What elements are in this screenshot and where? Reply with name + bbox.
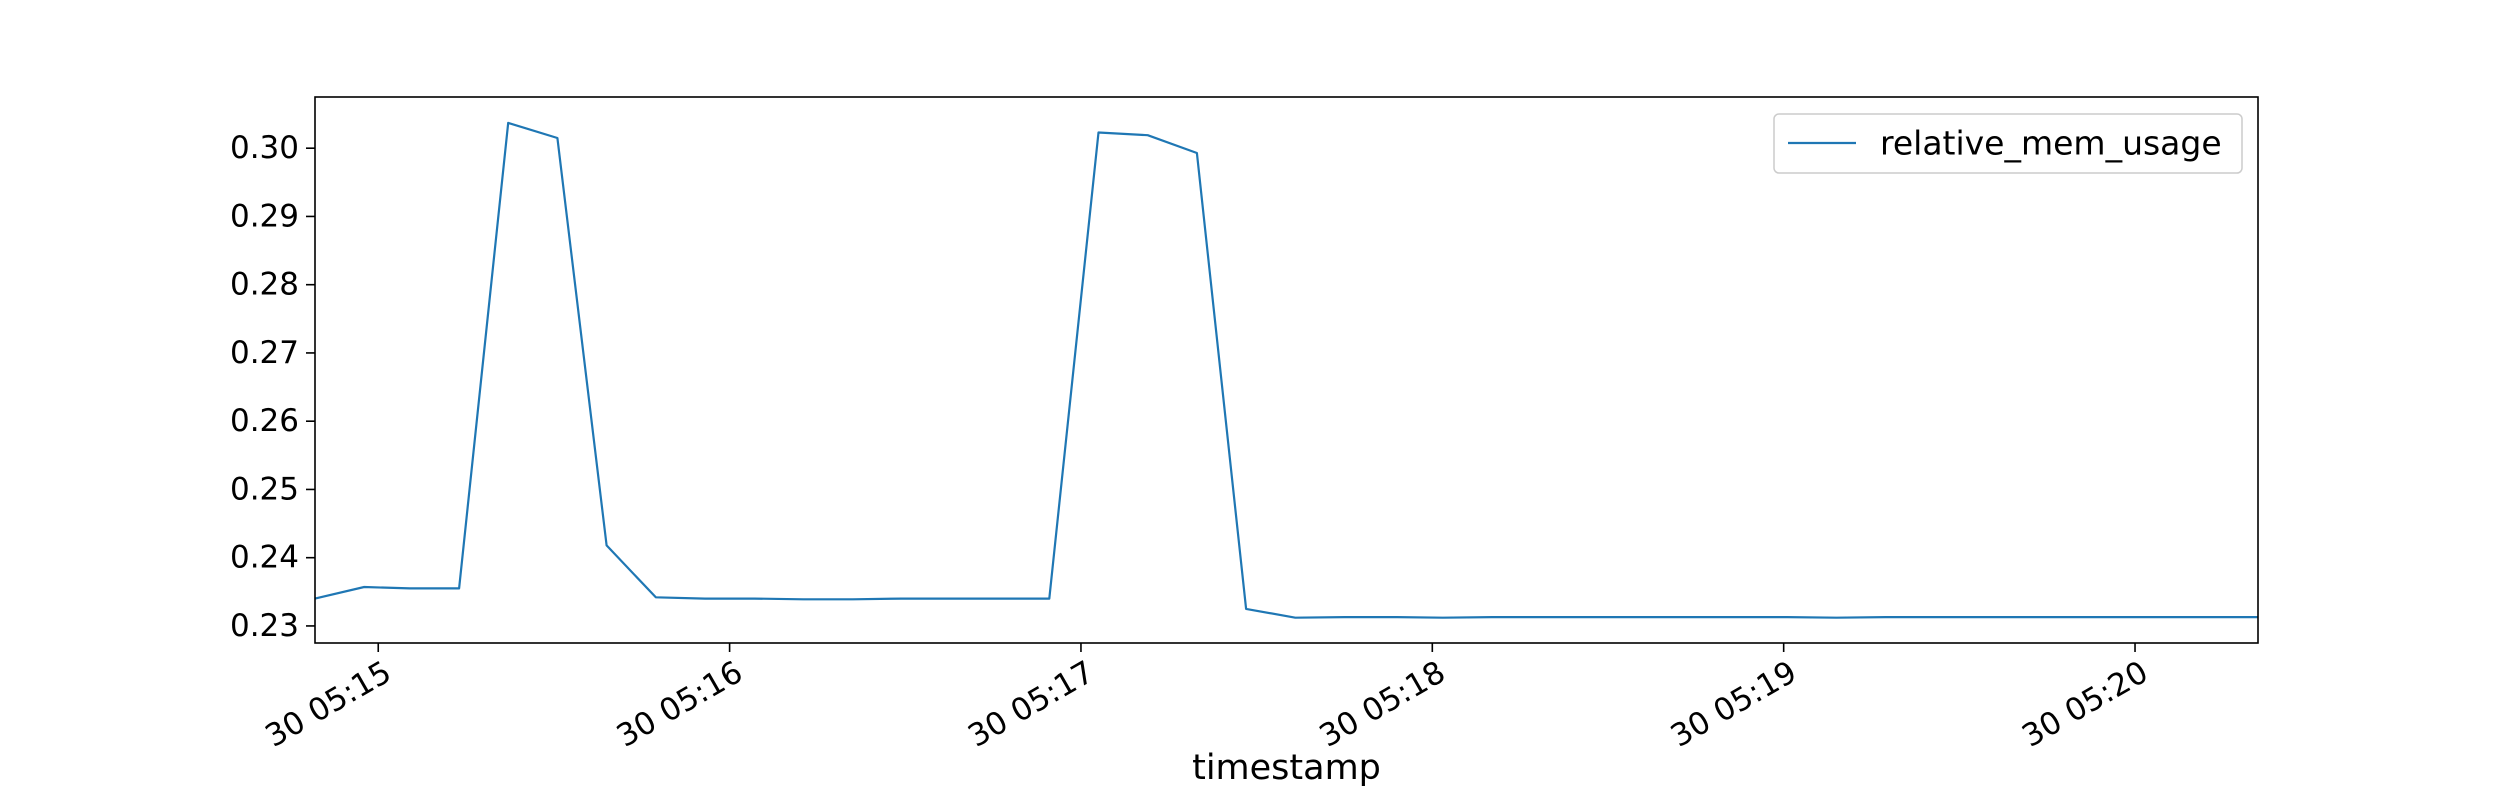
x-tick-label: 30 05:15 <box>259 654 397 754</box>
y-tick-label: 0.29 <box>230 198 299 234</box>
legend-box <box>1773 113 2243 174</box>
plot-series <box>314 121 2258 619</box>
y-tick-label: 0.23 <box>230 608 299 644</box>
x-tick-label: 30 05:16 <box>611 654 749 754</box>
y-tick-label: 0.28 <box>230 267 299 303</box>
legend-label: relative_mem_usage <box>1880 124 2222 163</box>
x-tick-label: 30 05:18 <box>1313 654 1451 754</box>
x-axis-ticks: 30 05:15 30 05:16 30 05:17 30 05:18 30 05:19… <box>259 643 2154 755</box>
plot-area-frame <box>314 96 2259 644</box>
y-tick-label: 0.30 <box>230 130 299 166</box>
x-axis-label: timestamp <box>1192 748 1381 788</box>
y-tick-label: 0.25 <box>230 471 299 507</box>
x-tick-label: 30 05:17 <box>962 654 1100 754</box>
y-axis-ticks: 0.23 0.24 0.25 0.26 0.27 0.28 0.29 0.30 <box>230 130 315 644</box>
y-tick-label: 0.27 <box>230 335 299 371</box>
series-line-relative-mem-usage <box>314 121 2258 619</box>
x-tick-label: 30 05:19 <box>1665 654 1803 754</box>
y-tick-label: 0.24 <box>230 540 299 576</box>
y-tick-label: 0.26 <box>230 403 299 439</box>
x-tick-label: 30 05:20 <box>2016 654 2154 754</box>
legend: relative_mem_usage <box>1773 113 2243 174</box>
